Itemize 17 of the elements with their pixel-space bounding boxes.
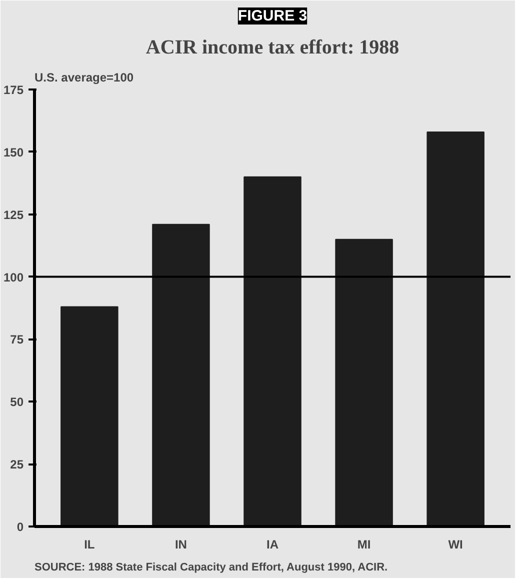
y-tick-label: 50 [10,395,24,410]
y-tick-label: 75 [10,332,24,347]
y-tick-label: 100 [3,270,24,284]
chart-title: FIGURE 3 [238,8,308,24]
y-tick-label: 175 [3,83,24,97]
y-tick-label: 25 [10,458,24,472]
chart-subtitle: ACIR income tax effort: 1988 [146,36,400,58]
source-note: SOURCE: 1988 State Fiscal Capacity and Effort, August 1990, ACIR. [34,562,388,574]
y-tick-label: 150 [3,145,24,160]
x-tick-label: WI [448,538,463,552]
y-tick-label: 0 [16,520,24,534]
x-tick-label: IA [266,538,279,552]
x-tick-label: MI [357,538,371,552]
y-tick-label: 125 [3,208,24,222]
y-axis-title: U.S. average=100 [34,70,134,84]
x-tick-label: IN [174,538,187,552]
x-tick-label: IL [84,538,95,552]
